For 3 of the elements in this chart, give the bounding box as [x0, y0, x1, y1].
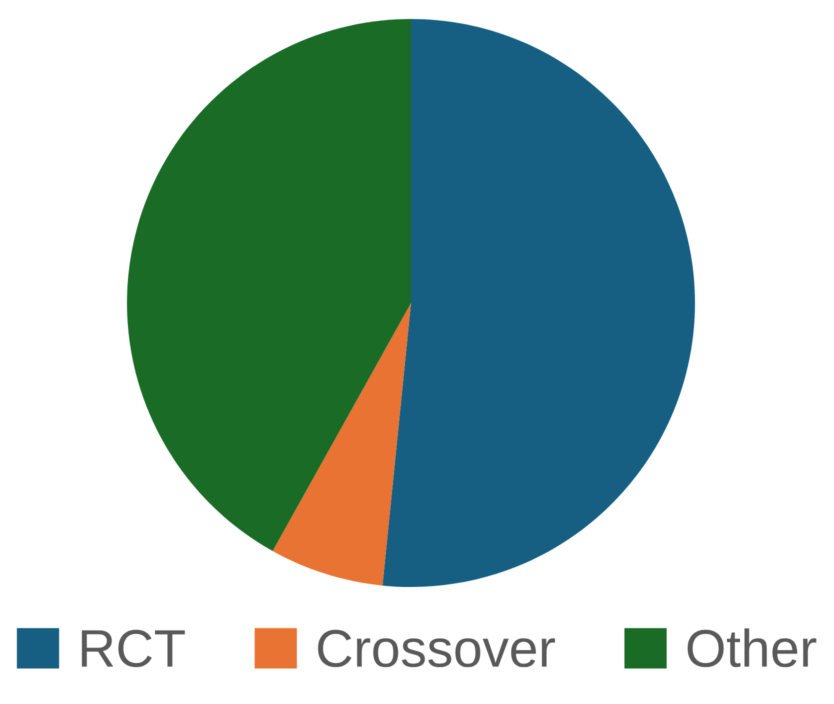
legend-label: RCT: [82, 630, 185, 668]
legend-label: Crossover: [318, 630, 555, 668]
legend-label: Other: [688, 628, 816, 668]
